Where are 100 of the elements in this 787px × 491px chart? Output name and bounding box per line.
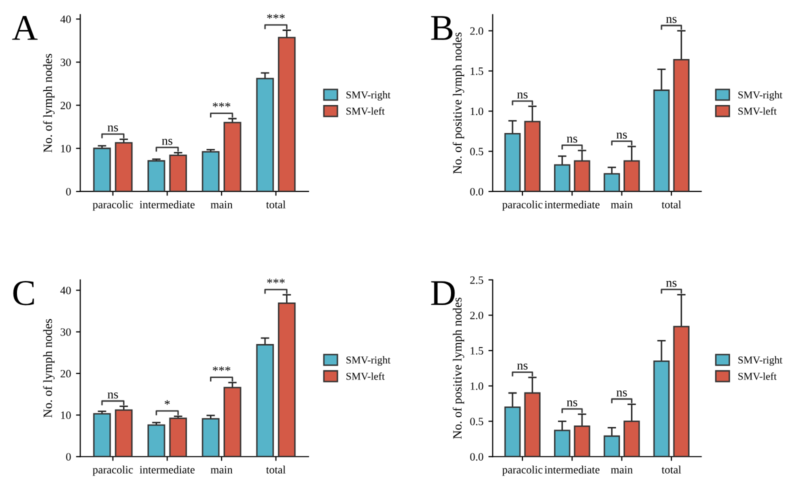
bar bbox=[148, 160, 166, 192]
bar bbox=[278, 302, 296, 457]
bar bbox=[673, 59, 690, 192]
bar bbox=[653, 360, 670, 457]
bar bbox=[93, 413, 111, 457]
y-tick-label: 2.5 bbox=[470, 276, 484, 284]
bar bbox=[524, 120, 541, 192]
bar bbox=[624, 420, 640, 457]
y-axis-title: No. of positive lymph nodes bbox=[452, 298, 464, 439]
x-tick-label: intermediate bbox=[140, 466, 195, 474]
chart-title: B bbox=[431, 16, 452, 40]
y-axis-title: No. of lymph nodes bbox=[43, 54, 55, 152]
annotation: ns bbox=[108, 125, 118, 132]
legend-label: SMV-left bbox=[738, 372, 777, 380]
legend-label: SMV-right bbox=[346, 356, 390, 366]
bar bbox=[604, 173, 620, 192]
y-tick-label: 0 bbox=[66, 453, 71, 461]
x-tick-label: main bbox=[610, 200, 633, 208]
annotation: * bbox=[164, 400, 170, 405]
chart-title: C bbox=[13, 281, 34, 306]
y-tick-label: 10 bbox=[61, 412, 71, 420]
chart-title: A bbox=[12, 16, 38, 40]
bar bbox=[554, 164, 570, 192]
legend-label: SMV-left bbox=[346, 372, 385, 380]
annotation: ns bbox=[616, 390, 627, 396]
y-tick-label: 1.0 bbox=[470, 382, 484, 390]
y-axis-title: No. of lymph nodes bbox=[43, 319, 55, 418]
annotation: ns bbox=[108, 392, 118, 398]
x-tick-label: main bbox=[610, 466, 633, 474]
bar bbox=[574, 426, 590, 457]
x-tick-label: paracolic bbox=[92, 466, 133, 476]
annotation: ns bbox=[566, 400, 578, 406]
y-tick-label: 0.0 bbox=[470, 453, 484, 461]
bar bbox=[574, 160, 590, 192]
y-tick-label: 30 bbox=[60, 328, 71, 336]
annotation: ns bbox=[517, 364, 528, 370]
y-tick-label: 20 bbox=[60, 370, 71, 378]
y-tick-label: 1.0 bbox=[470, 108, 484, 116]
x-tick-label: intermediate bbox=[544, 200, 600, 208]
annotation: *** bbox=[212, 366, 230, 372]
annotation: ns bbox=[666, 280, 677, 287]
legend-label: SMV-right bbox=[738, 91, 782, 101]
x-tick-label: paracolic bbox=[502, 200, 542, 211]
legend-label: SMV-left bbox=[346, 107, 385, 115]
bar bbox=[256, 78, 274, 192]
y-tick-label: 0 bbox=[66, 188, 71, 196]
bar bbox=[256, 344, 274, 457]
chart-title: D bbox=[431, 281, 455, 305]
x-tick-label: total bbox=[266, 466, 286, 474]
x-tick-label: intermediate bbox=[544, 466, 600, 474]
bar bbox=[114, 142, 133, 192]
y-tick-label: 2.0 bbox=[470, 312, 484, 320]
legend-label: SMV-left bbox=[738, 107, 777, 115]
annotation: ns bbox=[566, 136, 578, 143]
annotation: ns bbox=[666, 16, 677, 23]
bar bbox=[114, 409, 133, 457]
annotation: *** bbox=[267, 278, 285, 284]
annotation: ns bbox=[616, 132, 627, 139]
y-tick-label: 2.0 bbox=[470, 27, 484, 35]
annotation: ns bbox=[517, 92, 528, 98]
y-tick-label: 30 bbox=[60, 58, 71, 66]
x-tick-label: total bbox=[662, 200, 682, 208]
bar bbox=[224, 122, 242, 192]
annotation: *** bbox=[267, 14, 285, 19]
annotation: ns bbox=[162, 138, 172, 145]
bar bbox=[224, 386, 242, 457]
bar bbox=[673, 326, 690, 457]
bar bbox=[169, 154, 187, 192]
x-tick-label: main bbox=[210, 466, 232, 474]
bar bbox=[653, 90, 670, 192]
y-tick-label: 10 bbox=[61, 144, 71, 152]
bar bbox=[93, 148, 111, 192]
legend-label: SMV-right bbox=[346, 91, 390, 101]
x-tick-label: intermediate bbox=[140, 200, 195, 208]
x-tick-label: main bbox=[210, 200, 232, 208]
bar bbox=[604, 435, 620, 457]
y-tick-label: 0.5 bbox=[470, 148, 484, 156]
x-tick-label: paracolic bbox=[92, 200, 133, 211]
y-tick-label: 40 bbox=[60, 16, 71, 24]
x-tick-label: total bbox=[662, 466, 682, 474]
bar bbox=[169, 418, 187, 457]
y-tick-label: 0.0 bbox=[470, 188, 484, 196]
y-tick-label: 20 bbox=[60, 102, 71, 110]
x-tick-label: paracolic bbox=[502, 466, 542, 476]
bar bbox=[624, 160, 640, 192]
x-tick-label: total bbox=[266, 200, 286, 208]
bar bbox=[148, 424, 166, 457]
bar bbox=[554, 430, 570, 457]
y-tick-label: 40 bbox=[60, 286, 71, 294]
y-tick-label: 0.5 bbox=[470, 418, 484, 426]
legend-label: SMV-right bbox=[738, 356, 782, 366]
y-axis-title: No. of positive lymph nodes bbox=[452, 32, 464, 174]
y-tick-label: 1.5 bbox=[470, 67, 484, 75]
bar bbox=[278, 36, 296, 192]
bar bbox=[202, 418, 220, 457]
annotation: *** bbox=[212, 102, 230, 108]
y-tick-label: 1.5 bbox=[470, 347, 484, 355]
bar bbox=[202, 151, 220, 192]
bar bbox=[504, 406, 521, 457]
bar bbox=[504, 132, 521, 192]
